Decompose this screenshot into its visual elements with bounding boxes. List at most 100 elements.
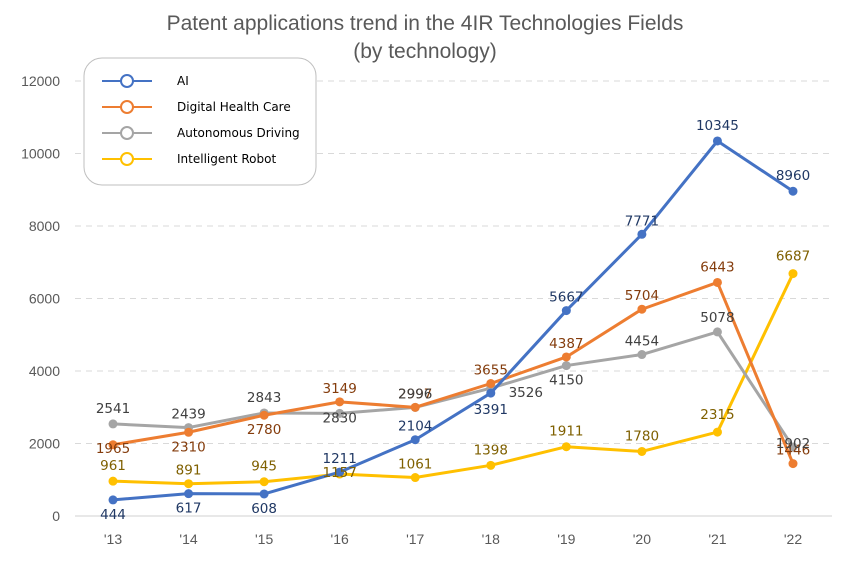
data-point	[259, 477, 269, 487]
data-label: 3149	[322, 381, 356, 397]
data-label: 5078	[700, 310, 734, 326]
data-point	[184, 427, 194, 437]
legend-marker-icon	[120, 100, 134, 114]
data-label: 2830	[322, 410, 356, 426]
data-point	[486, 460, 496, 470]
data-label: 3526	[509, 385, 543, 401]
legend: AI Digital Health Care Autonomous Driving I…	[83, 57, 317, 186]
data-point	[184, 489, 194, 499]
y-axis: 0 2000 4000 6000 8000 10000 12000	[21, 73, 60, 524]
x-tick-label: '17	[406, 531, 424, 547]
y-tick-label: 10000	[21, 146, 60, 162]
data-label: 2541	[96, 401, 130, 417]
legend-label: Intelligent Robot	[177, 152, 276, 166]
data-label: 5667	[549, 290, 583, 306]
data-label: 2439	[171, 407, 205, 423]
data-point	[259, 410, 269, 420]
data-point	[108, 440, 118, 450]
x-tick-label: '15	[255, 531, 273, 547]
legend-marker-icon	[120, 152, 134, 166]
y-tick-label: 2000	[29, 436, 60, 452]
data-point	[561, 361, 571, 371]
data-label: 2315	[700, 407, 734, 423]
y-tick-label: 0	[52, 508, 60, 524]
data-label: 8960	[776, 168, 810, 184]
x-tick-label: '16	[331, 531, 349, 547]
data-label: 4454	[625, 334, 659, 350]
data-point	[712, 327, 722, 337]
data-labels: 444 617 608 1211 2104 3391 5667 7771 10345 8960 19…	[96, 118, 810, 523]
data-label: 1911	[549, 424, 583, 440]
chart-title: Patent applications trend in the 4IR Tec…	[167, 12, 684, 35]
legend-label: Autonomous Driving	[177, 126, 300, 140]
data-point	[637, 229, 647, 239]
data-point	[788, 269, 798, 279]
data-label: 945	[251, 459, 277, 475]
data-point	[712, 136, 722, 146]
series-line-intelligent-robot	[111, 272, 795, 486]
data-label: 1211	[322, 451, 356, 467]
data-label: 444	[100, 507, 126, 523]
data-label: 608	[251, 501, 277, 517]
data-label: 6443	[700, 259, 734, 275]
x-axis: '13 '14 '15 '16 '17 '18 '19 '20 '21 '22	[104, 531, 802, 547]
data-point	[108, 495, 118, 505]
legend-marker-icon	[120, 74, 134, 88]
data-point	[259, 489, 269, 499]
data-point	[788, 459, 798, 469]
data-point	[108, 476, 118, 486]
data-label: 6687	[776, 249, 810, 265]
x-tick-label: '18	[482, 531, 500, 547]
data-point	[410, 402, 420, 412]
chart-subtitle: (by technology)	[353, 40, 497, 63]
legend-box	[83, 57, 317, 186]
data-label: 1446	[776, 443, 810, 459]
series-line-ai	[111, 139, 795, 502]
legend-label: Digital Health Care	[177, 100, 291, 114]
data-label: 5704	[625, 288, 659, 304]
data-point	[335, 397, 345, 407]
data-point	[712, 427, 722, 437]
data-label: 891	[176, 463, 202, 479]
data-label: 2104	[398, 419, 432, 435]
data-point	[788, 186, 798, 196]
data-point	[561, 306, 571, 316]
data-label: 10345	[696, 118, 739, 134]
data-point	[561, 442, 571, 452]
legend-label: AI	[177, 74, 189, 88]
data-point	[410, 435, 420, 445]
data-point	[486, 388, 496, 398]
data-point	[108, 419, 118, 429]
data-label: 2780	[247, 422, 281, 438]
data-label: 1398	[474, 442, 508, 458]
data-label: 2997	[398, 386, 432, 402]
y-tick-label: 6000	[29, 291, 60, 307]
data-label: 617	[176, 501, 202, 517]
data-label: 4387	[549, 336, 583, 352]
data-label: 1902	[776, 436, 810, 452]
y-tick-label: 12000	[21, 73, 60, 89]
data-point	[561, 352, 571, 362]
data-point	[637, 304, 647, 314]
data-label: 1157	[322, 465, 356, 481]
data-label: 4150	[549, 373, 583, 389]
data-point	[184, 479, 194, 489]
data-point	[637, 446, 647, 456]
data-label: 3655	[474, 363, 508, 379]
data-point	[788, 442, 798, 452]
data-point	[637, 350, 647, 360]
data-point	[712, 277, 722, 287]
data-label: 2996	[398, 386, 432, 402]
data-point	[410, 473, 420, 483]
x-tick-label: '19	[557, 531, 575, 547]
data-label: 1965	[96, 441, 130, 457]
series-lines	[108, 136, 798, 505]
data-point	[486, 379, 496, 389]
data-label: 3391	[474, 402, 508, 418]
data-label: 7771	[625, 213, 659, 229]
legend-marker-icon	[120, 126, 134, 140]
x-tick-label: '14	[179, 531, 197, 547]
data-label: 2310	[171, 439, 205, 455]
data-label: 2843	[247, 390, 281, 406]
